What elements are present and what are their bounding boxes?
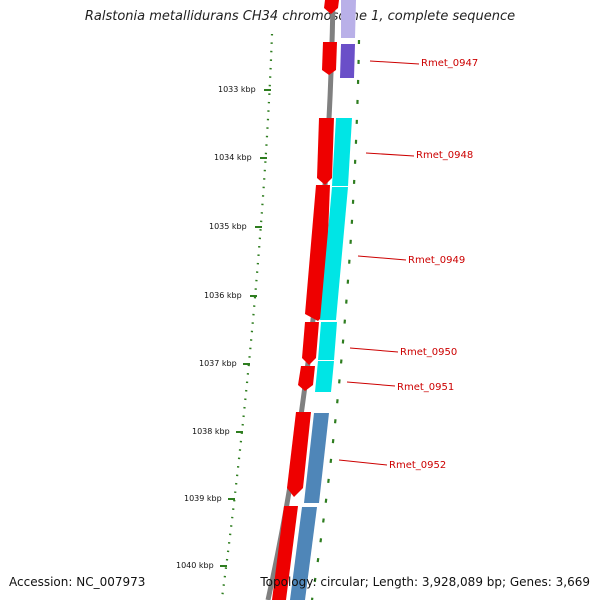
gene-feature-next bbox=[290, 507, 317, 600]
gene-label-Rmet_0951: Rmet_0951 bbox=[397, 382, 454, 393]
gene-feature-Rmet_0949 bbox=[320, 187, 348, 320]
gene-feature-Rmet_0952 bbox=[304, 413, 329, 503]
gene-feature-Rmet_0948 bbox=[332, 118, 352, 186]
callout-line bbox=[338, 459, 388, 466]
gene-label-Rmet_0947: Rmet_0947 bbox=[421, 58, 478, 69]
callout-lines bbox=[338, 60, 420, 466]
cds-arrow bbox=[324, 0, 339, 14]
gene-feature-Rmet_0951 bbox=[315, 361, 334, 392]
accession-label: Accession: NC_007973 bbox=[9, 575, 146, 589]
ruler-label: 1039 kbp bbox=[184, 494, 222, 503]
callout-line bbox=[346, 381, 396, 387]
ruler-label: 1035 kbp bbox=[209, 222, 247, 231]
cds-arrow bbox=[287, 412, 311, 497]
gene-feature-track bbox=[290, 0, 356, 600]
callout-line bbox=[349, 347, 399, 353]
callout-line bbox=[369, 60, 420, 65]
gene-labels: Rmet_0947 Rmet_0948 Rmet_0949 Rmet_0950 … bbox=[389, 58, 478, 471]
gene-feature-Rmet_0950 bbox=[318, 322, 337, 360]
cds-arrow bbox=[317, 118, 334, 185]
cds-arrow bbox=[298, 366, 315, 391]
gene-label-Rmet_0952: Rmet_0952 bbox=[389, 460, 446, 471]
gene-label-Rmet_0950: Rmet_0950 bbox=[400, 347, 457, 358]
ruler-ticks bbox=[220, 89, 271, 567]
ruler-labels: 1033 kbp 1034 kbp 1035 kbp 1036 kbp 1037… bbox=[176, 85, 256, 570]
cds-track bbox=[272, 0, 339, 600]
gene-feature-Rmet_0947 bbox=[340, 44, 355, 78]
callout-line bbox=[357, 255, 407, 261]
gene-label-Rmet_0949: Rmet_0949 bbox=[408, 255, 465, 266]
topology-label: Topology: circular; Length: 3,928,089 bp… bbox=[260, 575, 590, 589]
ruler-label: 1037 kbp bbox=[199, 359, 237, 368]
callout-line bbox=[365, 152, 415, 157]
cds-arrow bbox=[272, 506, 298, 600]
gene-feature-Rmet_0947-top bbox=[341, 0, 356, 38]
ruler-label: 1036 kbp bbox=[204, 291, 242, 300]
outer-dotted-ring bbox=[310, 39, 361, 600]
ruler-label: 1038 kbp bbox=[192, 427, 230, 436]
map-title: Ralstonia metallidurans CH34 chromosome … bbox=[84, 9, 516, 24]
ruler-dotted-line bbox=[220, 33, 274, 599]
ruler-label: 1040 kbp bbox=[176, 561, 214, 570]
cds-arrow bbox=[302, 322, 319, 365]
cds-arrow bbox=[322, 42, 337, 75]
ruler-label: 1033 kbp bbox=[218, 85, 256, 94]
ruler-label: 1034 kbp bbox=[214, 153, 252, 162]
gene-label-Rmet_0948: Rmet_0948 bbox=[416, 150, 473, 161]
